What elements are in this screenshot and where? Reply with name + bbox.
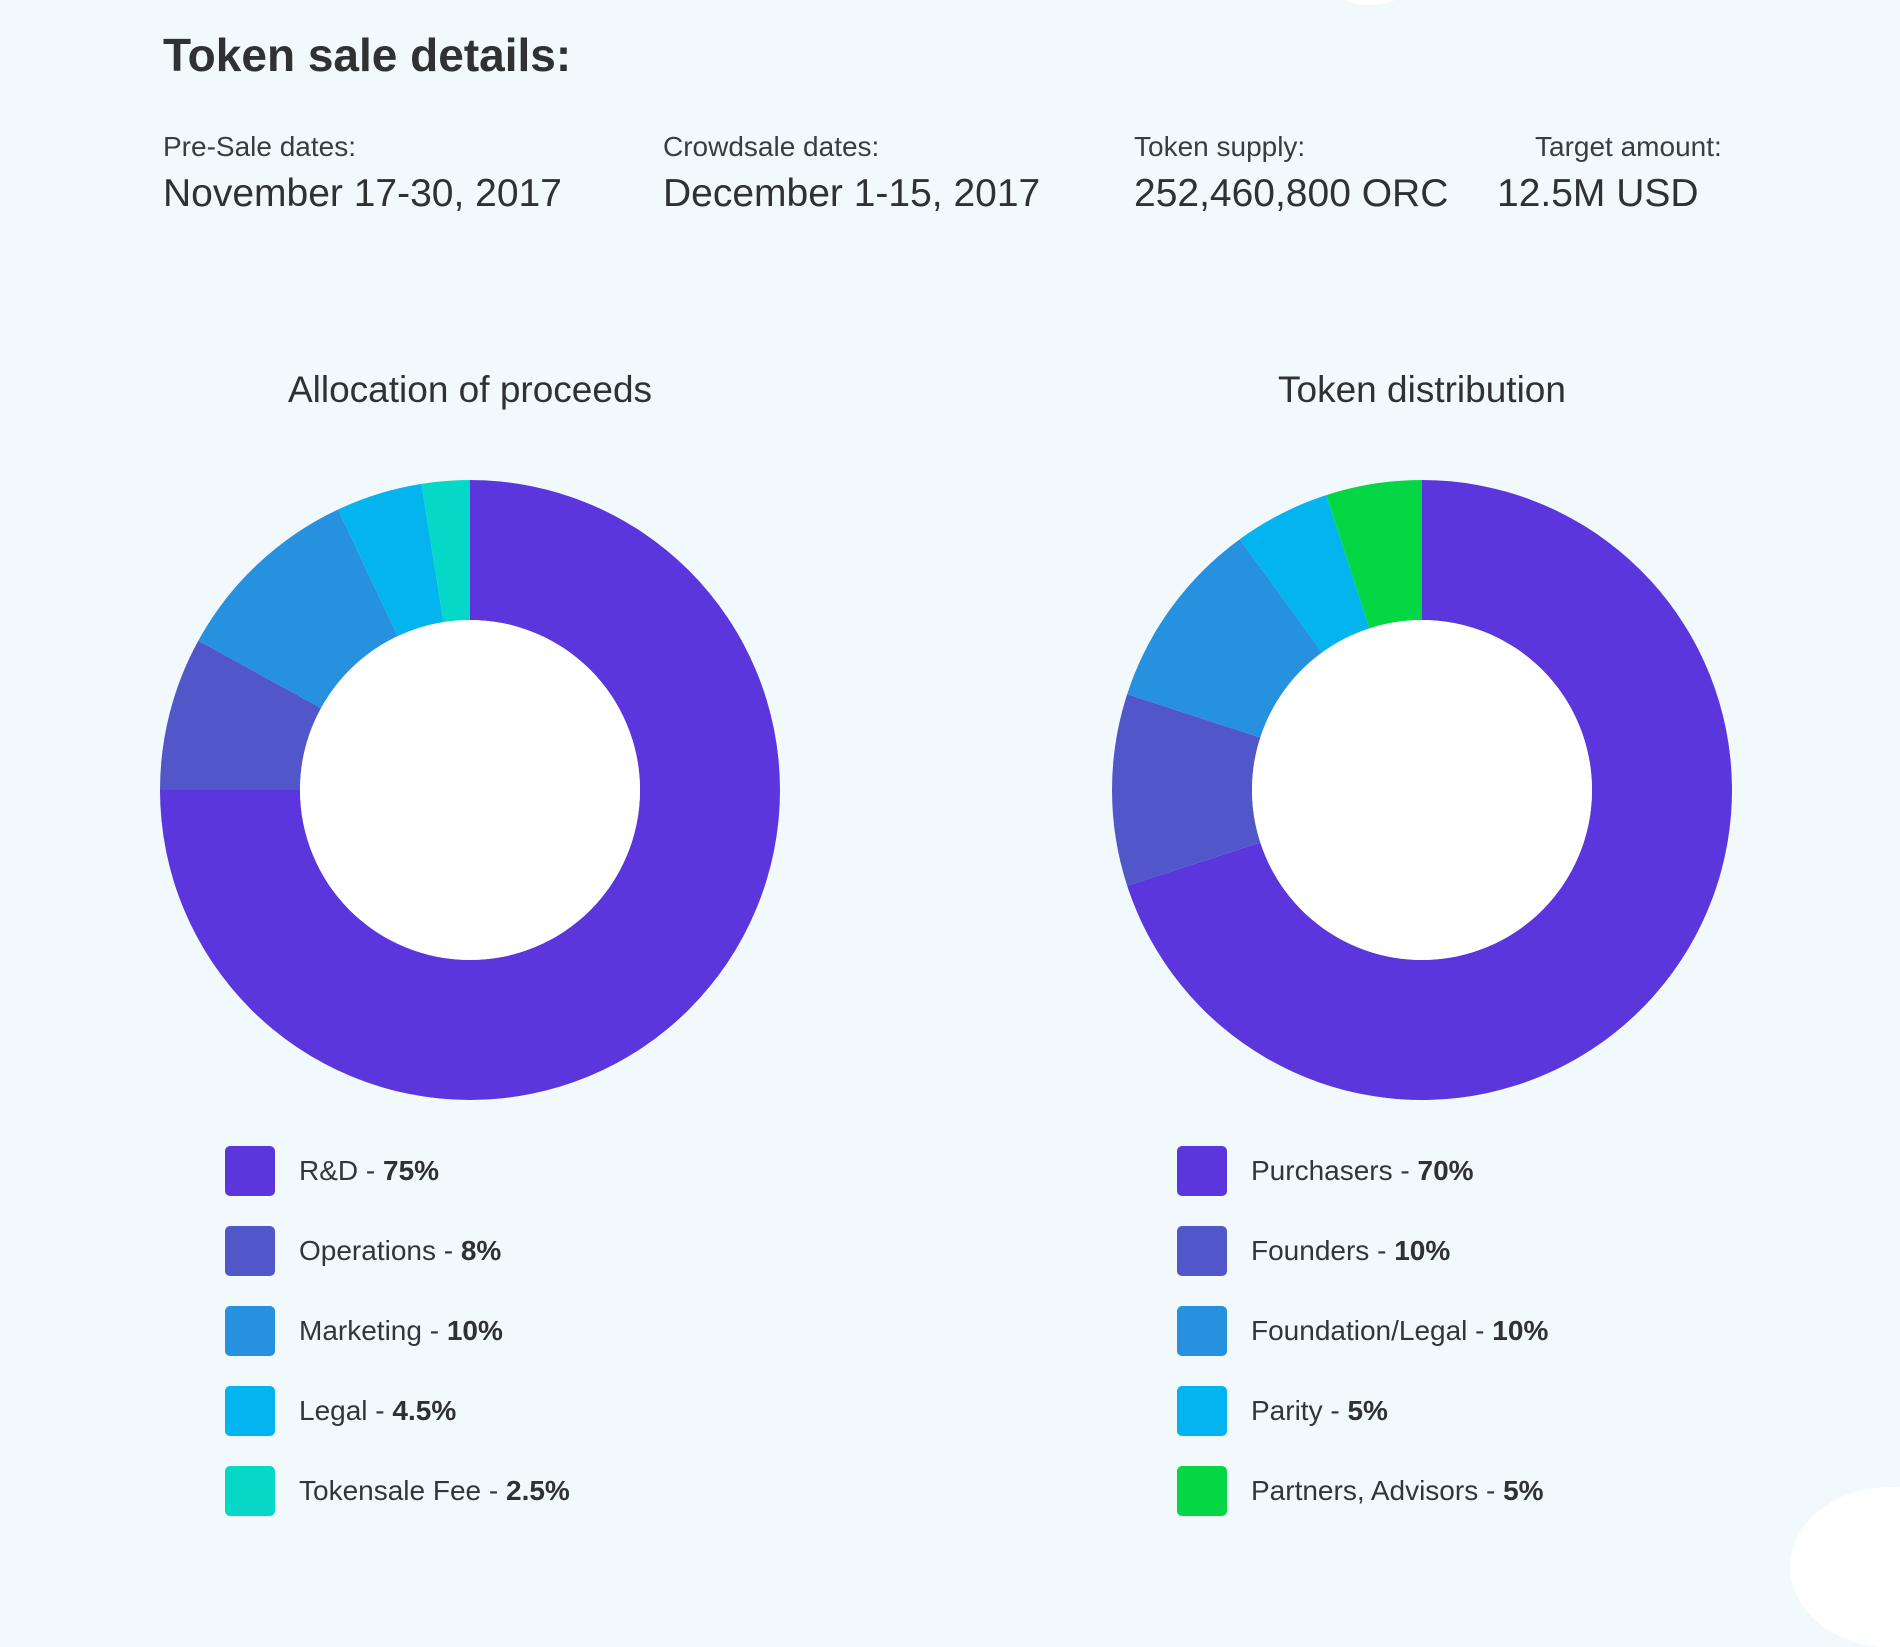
stat-label: Crowdsale dates:: [663, 131, 880, 162]
stat-token-supply: Token supply: 252,460,800 ORC: [1134, 130, 1448, 218]
legend-value: 5%: [1503, 1475, 1544, 1506]
chart-token-distribution: Token distribution Purchasers - 70% Found…: [1072, 360, 1772, 1516]
donut-slice-r-d: [160, 480, 780, 1100]
chart-title: Token distribution: [1278, 369, 1566, 410]
legend-label: Parity: [1251, 1395, 1323, 1426]
legend-value: 10%: [446, 1315, 503, 1346]
legend-value: 10%: [1394, 1235, 1451, 1266]
legend-label: Operations: [299, 1235, 436, 1266]
chart-allocation-of-proceeds: Allocation of proceeds R&D - 75% Operatio…: [120, 360, 820, 1516]
donut-hole: [1252, 620, 1592, 960]
legend-separator: -: [1478, 1475, 1504, 1506]
legend-text: Purchasers - 70%: [1251, 1155, 1474, 1187]
stat-value: December 1-15, 2017: [663, 172, 1041, 215]
legend-item-founders: Founders - 10%: [1177, 1225, 1548, 1277]
stat-crowdsale: Crowdsale dates: December 1-15, 2017: [663, 130, 1040, 218]
stat-value: 252,460,800 ORC: [1134, 172, 1449, 215]
legend-separator: -: [1369, 1235, 1395, 1266]
chart-title: Allocation of proceeds: [287, 369, 653, 410]
chart-legend: R&D - 75% Operations - 8% Marketing - 10% L…: [225, 1145, 570, 1545]
legend-swatch: [225, 1226, 275, 1276]
legend-label: Purchasers: [1251, 1155, 1393, 1186]
legend-item-parity: Parity - 5%: [1177, 1385, 1548, 1437]
legend-item-tokensale-fee: Tokensale Fee - 2.5%: [225, 1465, 570, 1517]
legend-value: 4.5%: [392, 1395, 457, 1426]
donut-slice-tokensale-fee: [421, 480, 470, 623]
legend-item-partners-advisors: Partners, Advisors - 5%: [1177, 1465, 1548, 1517]
legend-swatch: [225, 1386, 275, 1436]
donut-chart: [160, 480, 780, 1100]
legend-text: Foundation/Legal - 10%: [1251, 1315, 1548, 1347]
legend-separator: -: [358, 1155, 384, 1186]
donut-container: [120, 470, 820, 1110]
legend-value: 75%: [383, 1155, 440, 1186]
legend-text: Founders - 10%: [1251, 1235, 1450, 1267]
stat-label: Token supply:: [1134, 131, 1306, 162]
legend-label: Marketing: [299, 1315, 422, 1346]
stat-value: 12.5M USD: [1497, 172, 1699, 215]
legend-swatch: [225, 1306, 275, 1356]
legend-separator: -: [421, 1315, 447, 1346]
donut-hole: [300, 620, 640, 960]
stat-target-amount: Target amount: 12.5M USD: [1497, 130, 1722, 218]
legend-label: R&D: [299, 1155, 359, 1186]
legend-separator: -: [481, 1475, 506, 1506]
legend-item-operations: Operations - 8%: [225, 1225, 570, 1277]
legend-label: Founders: [1251, 1235, 1370, 1266]
legend-swatch: [1177, 1466, 1227, 1516]
donut-slice-founders: [1112, 694, 1261, 886]
legend-text: Parity - 5%: [1251, 1395, 1388, 1427]
legend-text: R&D - 75%: [299, 1155, 439, 1187]
decorative-blob-corner: [1790, 1487, 1900, 1647]
legend-value: 5%: [1347, 1395, 1388, 1426]
legend-separator: -: [1392, 1155, 1418, 1186]
legend-separator: -: [367, 1395, 393, 1426]
legend-swatch: [225, 1466, 275, 1516]
legend-swatch: [1177, 1306, 1227, 1356]
stat-value: November 17-30, 2017: [163, 172, 562, 215]
legend-text: Legal - 4.5%: [299, 1395, 456, 1427]
legend-text: Partners, Advisors - 5%: [1251, 1475, 1544, 1507]
stat-label: Pre-Sale dates:: [163, 131, 356, 162]
legend-label: Tokensale Fee: [299, 1475, 482, 1506]
legend-label: Legal: [299, 1395, 368, 1426]
legend-value: 2.5%: [506, 1475, 570, 1506]
legend-item-legal: Legal - 4.5%: [225, 1385, 570, 1437]
legend-label: Foundation/Legal: [1251, 1315, 1468, 1346]
legend-separator: -: [1322, 1395, 1348, 1426]
stat-presale: Pre-Sale dates: November 17-30, 2017: [163, 130, 562, 218]
legend-swatch: [1177, 1146, 1227, 1196]
legend-swatch: [1177, 1386, 1227, 1436]
legend-value: 10%: [1492, 1315, 1549, 1346]
stat-label: Target amount:: [1535, 131, 1722, 162]
legend-separator: -: [435, 1235, 461, 1266]
donut-slice-marketing: [198, 509, 398, 709]
legend-value: 8%: [460, 1235, 502, 1266]
donut-slice-legal: [338, 483, 444, 637]
legend-item-purchasers: Purchasers - 70%: [1177, 1145, 1548, 1197]
legend-item-r-d: R&D - 75%: [225, 1145, 570, 1197]
donut-slice-purchasers: [1127, 480, 1732, 1100]
donut-slice-partners-advisors: [1326, 480, 1422, 629]
legend-separator: -: [1467, 1315, 1493, 1346]
donut-slice-operations: [160, 640, 322, 790]
legend-text: Marketing - 10%: [299, 1315, 503, 1347]
donut-container: [1072, 470, 1772, 1110]
legend-item-marketing: Marketing - 10%: [225, 1305, 570, 1357]
donut-slice-parity: [1239, 495, 1370, 653]
legend-label: Partners, Advisors: [1251, 1475, 1479, 1506]
donut-chart: [1112, 480, 1732, 1100]
legend-swatch: [1177, 1226, 1227, 1276]
chart-legend: Purchasers - 70% Founders - 10% Foundation…: [1177, 1145, 1548, 1545]
legend-text: Tokensale Fee - 2.5%: [299, 1475, 570, 1507]
page-title: Token sale details:: [163, 29, 572, 81]
legend-item-foundation-legal: Foundation/Legal - 10%: [1177, 1305, 1548, 1357]
legend-value: 70%: [1417, 1155, 1474, 1186]
legend-text: Operations - 8%: [299, 1235, 501, 1267]
decorative-blob-top: [1330, 0, 1410, 5]
legend-swatch: [225, 1146, 275, 1196]
donut-slice-foundation-legal: [1127, 539, 1323, 738]
